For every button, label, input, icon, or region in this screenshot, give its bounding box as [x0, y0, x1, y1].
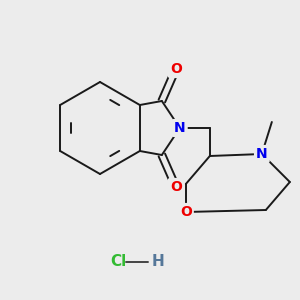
- Text: O: O: [170, 180, 182, 194]
- Text: H: H: [152, 254, 164, 269]
- Text: Cl: Cl: [110, 254, 126, 269]
- Text: O: O: [180, 205, 192, 219]
- Text: N: N: [174, 121, 186, 135]
- Text: O: O: [170, 62, 182, 76]
- Text: N: N: [256, 147, 268, 161]
